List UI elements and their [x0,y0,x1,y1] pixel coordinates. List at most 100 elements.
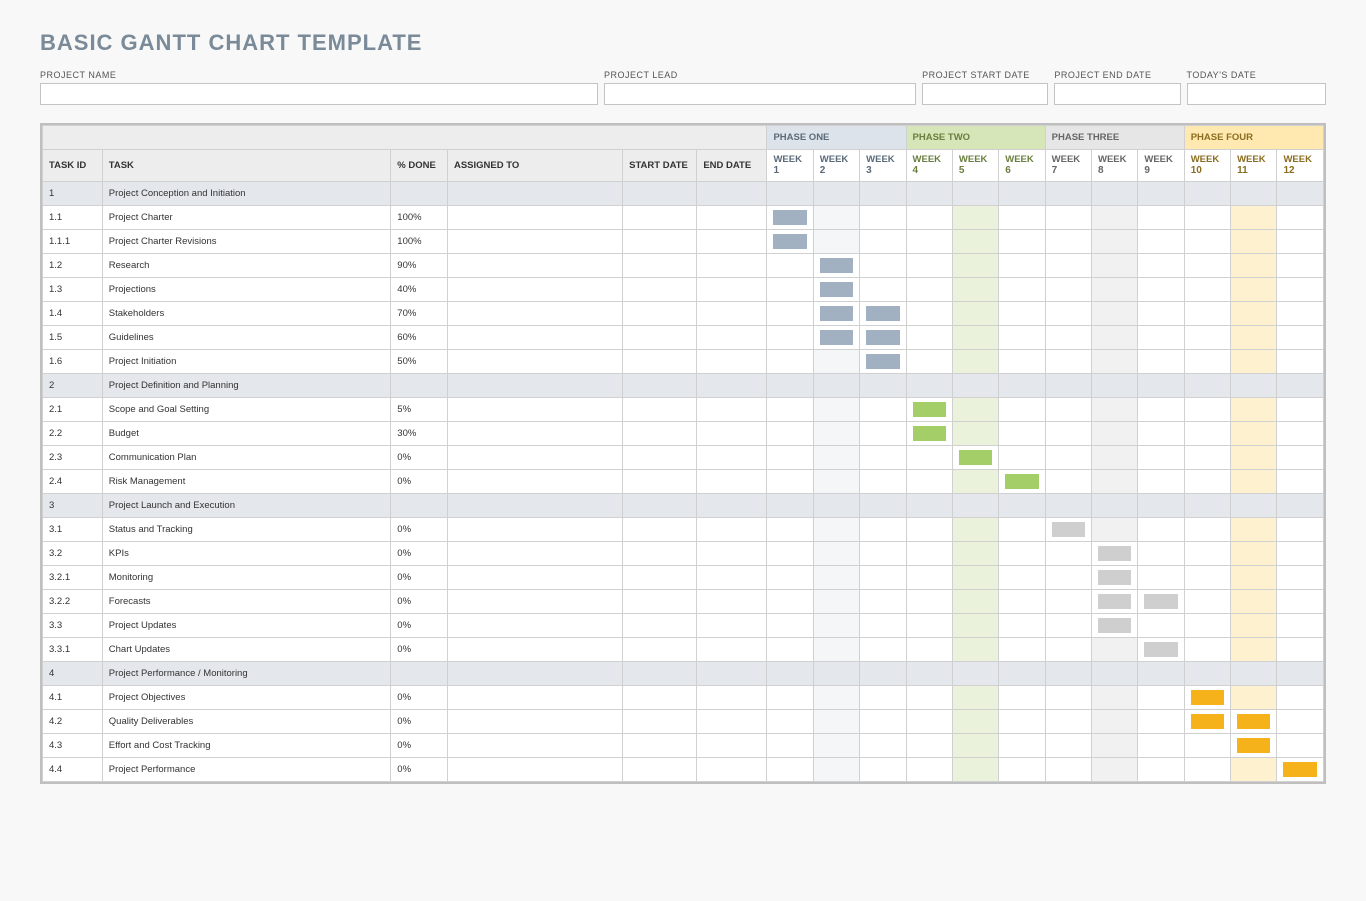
cell-task-name: Quality Deliverables [102,710,391,734]
cell-task-name: Project Performance [102,758,391,782]
cell-start-date [623,206,697,230]
gantt-cell [767,662,813,686]
gantt-cell [1231,614,1277,638]
gantt-cell [999,494,1045,518]
gantt-cell [999,662,1045,686]
gantt-cell [999,182,1045,206]
gantt-cell [999,302,1045,326]
cell-assigned-to [447,350,622,374]
cell-start-date [623,590,697,614]
phase-header: PHASE THREE [1045,126,1184,150]
cell-end-date [697,638,767,662]
gantt-cell [906,206,952,230]
gantt-cell [1138,446,1184,470]
gantt-cell [1045,590,1091,614]
gantt-bar [959,450,992,465]
gantt-cell [1045,350,1091,374]
gantt-cell [1092,422,1138,446]
cell-task-id: 1.3 [43,278,103,302]
cell-task-id: 1.6 [43,350,103,374]
cell-end-date [697,254,767,278]
cell-task-id: 3.2 [43,542,103,566]
gantt-cell [813,710,859,734]
meta-input[interactable] [922,83,1048,105]
gantt-cell [813,470,859,494]
meta-input[interactable] [1187,83,1326,105]
task-row: 1.1Project Charter100% [43,206,1324,230]
task-row: 4.1Project Objectives0% [43,686,1324,710]
gantt-table: PHASE ONEPHASE TWOPHASE THREEPHASE FOURT… [42,125,1324,782]
gantt-cell [1277,494,1324,518]
gantt-cell [1092,230,1138,254]
meta-input[interactable] [40,83,598,105]
task-row: 2.2Budget30% [43,422,1324,446]
gantt-cell [999,326,1045,350]
cell-end-date [697,686,767,710]
gantt-cell [906,614,952,638]
col-assigned-to: ASSIGNED TO [447,150,622,182]
cell-task-id: 4 [43,662,103,686]
gantt-bar [1283,762,1317,777]
cell-pct-done: 70% [391,302,448,326]
gantt-bar [1191,714,1224,729]
cell-start-date [623,518,697,542]
gantt-cell [1231,446,1277,470]
cell-end-date [697,206,767,230]
meta-label: PROJECT END DATE [1054,70,1180,80]
gantt-cell [1138,614,1184,638]
gantt-cell [1184,518,1230,542]
gantt-cell [1045,518,1091,542]
cell-pct-done [391,374,448,398]
meta-input[interactable] [1054,83,1180,105]
cell-task-id: 2.2 [43,422,103,446]
gantt-bar [1144,594,1177,609]
week-header: WEEK7 [1045,150,1091,182]
gantt-cell [999,734,1045,758]
gantt-cell [767,710,813,734]
gantt-cell [906,518,952,542]
cell-pct-done: 50% [391,350,448,374]
gantt-cell [1092,470,1138,494]
gantt-cell [906,470,952,494]
gantt-cell [999,710,1045,734]
cell-task-id: 3.3 [43,614,103,638]
gantt-cell [860,470,906,494]
cell-task-id: 4.1 [43,686,103,710]
gantt-cell [952,662,998,686]
gantt-cell [1138,470,1184,494]
cell-end-date [697,542,767,566]
gantt-cell [952,590,998,614]
task-row: 1.1.1Project Charter Revisions100% [43,230,1324,254]
gantt-cell [813,518,859,542]
week-header: WEEK8 [1092,150,1138,182]
gantt-cell [1277,590,1324,614]
gantt-cell [1138,206,1184,230]
meta-field: PROJECT END DATE [1054,70,1180,105]
week-header: WEEK2 [813,150,859,182]
gantt-cell [1045,398,1091,422]
gantt-cell [1184,614,1230,638]
cell-assigned-to [447,614,622,638]
phase-header: PHASE TWO [906,126,1045,150]
week-header: WEEK1 [767,150,813,182]
gantt-cell [860,662,906,686]
task-row: 1.3Projections40% [43,278,1324,302]
gantt-cell [906,566,952,590]
gantt-cell [906,662,952,686]
cell-end-date [697,758,767,782]
cell-end-date [697,398,767,422]
gantt-cell [1277,734,1324,758]
gantt-cell [1092,758,1138,782]
gantt-cell [906,230,952,254]
gantt-cell [1138,734,1184,758]
task-row: 3.3Project Updates0% [43,614,1324,638]
cell-pct-done: 0% [391,734,448,758]
gantt-cell [767,638,813,662]
gantt-cell [1231,542,1277,566]
gantt-cell [952,542,998,566]
cell-pct-done: 0% [391,758,448,782]
gantt-cell [860,230,906,254]
gantt-cell [813,590,859,614]
gantt-cell [767,326,813,350]
meta-input[interactable] [604,83,916,105]
